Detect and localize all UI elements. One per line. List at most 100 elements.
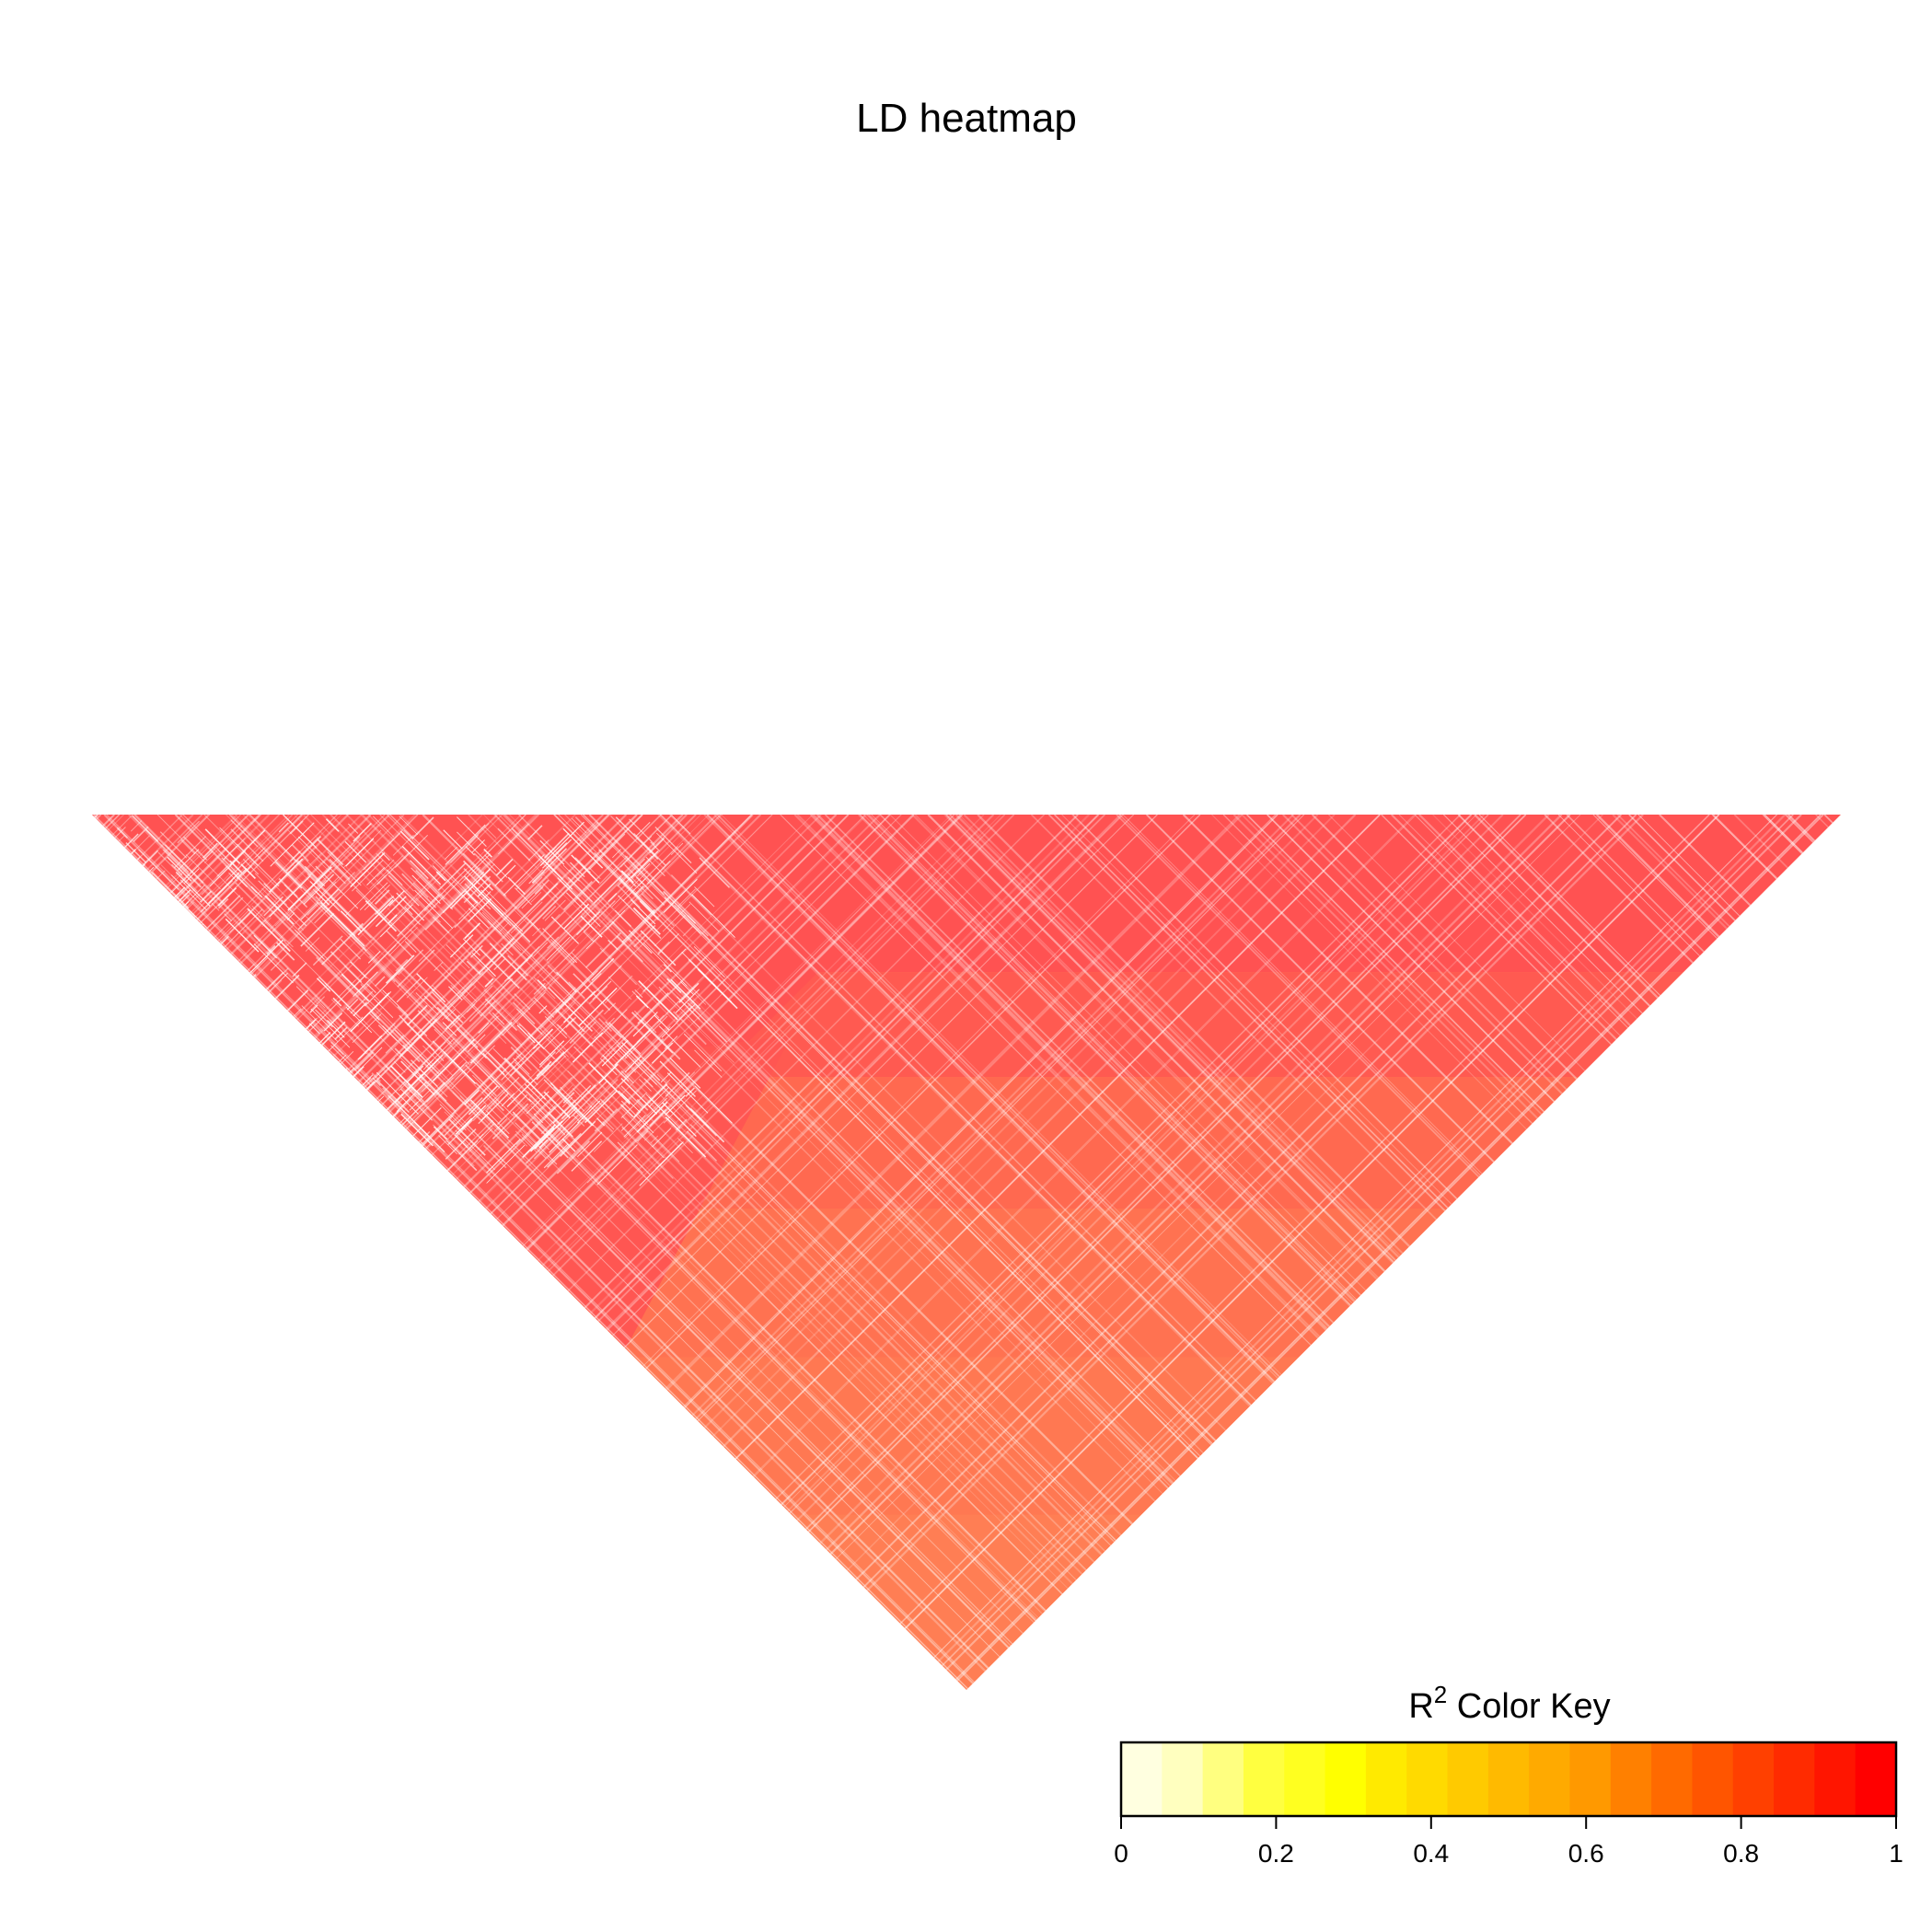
heatmap-speckle <box>678 982 700 1003</box>
heatmap-speckle <box>263 883 307 927</box>
heatmap-speckle <box>634 989 643 998</box>
heatmap-speckle <box>538 1051 556 1069</box>
heatmap-speckle <box>484 979 511 1006</box>
heatmap-speckle <box>479 948 520 989</box>
heatmap-speckle <box>555 1025 584 1055</box>
heatmap-speckle <box>694 1085 733 1124</box>
heatmap-speckle <box>327 1019 345 1038</box>
heatmap-speckle <box>607 1137 643 1174</box>
heatmap-speckle <box>376 1080 411 1114</box>
heatmap-speckle <box>142 893 179 930</box>
heatmap-speckle <box>465 897 503 935</box>
heatmap-speckle <box>323 862 346 885</box>
heatmap-speckle <box>411 1018 434 1041</box>
heatmap-speckle <box>320 1021 346 1047</box>
heatmap-speckle <box>338 979 356 998</box>
heatmap-speckle <box>580 915 603 938</box>
heatmap-grid-line <box>1823 815 1841 1690</box>
heatmap-speckle <box>314 1009 333 1028</box>
heatmap-speckle <box>445 1140 478 1172</box>
heatmap-speckle <box>300 901 319 920</box>
heatmap-grid-line <box>92 815 203 1690</box>
heatmap-speckle <box>445 824 486 865</box>
heatmap-speckle <box>673 1011 707 1046</box>
heatmap-speckle <box>515 1055 532 1071</box>
heatmap-speckle <box>414 890 454 929</box>
heatmap-speckle <box>548 987 593 1032</box>
heatmap-grid-line <box>1432 815 1841 1690</box>
heatmap-speckle <box>506 899 541 934</box>
heatmap-speckle <box>526 1091 540 1105</box>
heatmap-speckle <box>623 1037 665 1079</box>
heatmap-speckle <box>457 831 497 872</box>
heatmap-speckle <box>473 852 503 883</box>
heatmap-speckle <box>345 838 375 867</box>
heatmap-speckle <box>263 920 286 942</box>
heatmap-speckle <box>614 1029 652 1067</box>
heatmap-speckle <box>521 1127 538 1144</box>
heatmap-speckle <box>598 855 629 885</box>
heatmap-band <box>792 1514 1141 1690</box>
heatmap-speckle <box>150 900 190 941</box>
heatmap-speckle <box>650 1073 677 1100</box>
heatmap-speckle <box>310 1008 351 1048</box>
heatmap-speckle <box>455 1068 467 1081</box>
heatmap-speckle <box>542 839 573 869</box>
heatmap-speckle <box>377 1024 389 1035</box>
heatmap-speckle <box>610 816 638 843</box>
heatmap-speckle <box>276 1012 292 1028</box>
heatmap-speckle <box>353 1051 374 1071</box>
heatmap-speckle <box>666 978 682 994</box>
heatmap-speckle <box>376 852 415 892</box>
heatmap-speckle <box>216 865 228 877</box>
heatmap-speckle <box>468 908 490 929</box>
heatmap-speckle <box>364 884 390 911</box>
heatmap-speckle <box>364 899 398 932</box>
heatmap-speckle <box>620 1085 644 1109</box>
heatmap-speckle <box>188 909 207 929</box>
heatmap-speckle <box>444 1097 483 1137</box>
heatmap-speckle <box>526 918 539 931</box>
heatmap-speckle <box>571 1140 603 1172</box>
heatmap-speckle <box>648 1096 671 1119</box>
heatmap-speckle <box>418 924 457 962</box>
heatmap-speckle <box>463 875 504 916</box>
heatmap-speckle <box>624 1093 669 1139</box>
heatmap-grid-line <box>92 815 121 1690</box>
heatmap-grid-line <box>92 815 133 1690</box>
heatmap-speckle <box>565 1016 577 1028</box>
heatmap-speckle <box>434 1029 470 1066</box>
heatmap-speckle <box>346 998 359 1011</box>
heatmap-speckle <box>270 822 315 867</box>
heatmap-speckle <box>455 1117 473 1136</box>
heatmap-speckle <box>515 909 528 924</box>
heatmap-speckle <box>285 835 322 872</box>
heatmap-speckle <box>629 818 655 846</box>
heatmap-speckle <box>295 929 325 960</box>
heatmap-speckle <box>665 1094 686 1116</box>
heatmap-speckle <box>533 1113 543 1124</box>
heatmap-speckle <box>623 871 638 885</box>
color-key: R2 Color Key 0 0.2 0.4 0.6 0.8 1 <box>1114 1681 1903 1868</box>
heatmap-speckle <box>274 907 295 927</box>
heatmap-speckle <box>449 985 493 1029</box>
heatmap-speckle <box>589 833 626 871</box>
heatmap-grid-line <box>92 815 503 1690</box>
heatmap-speckle <box>527 825 543 840</box>
heatmap-speckle <box>253 943 294 984</box>
heatmap-speckle <box>217 887 237 907</box>
heatmap-speckle <box>330 897 373 939</box>
heatmap-speckle <box>637 992 669 1024</box>
heatmap-speckle <box>542 905 557 920</box>
heatmap-speckle <box>500 1070 532 1103</box>
heatmap-speckle <box>532 942 549 957</box>
heatmap-speckle <box>471 952 496 978</box>
heatmap-speckle <box>637 862 651 877</box>
heatmap-speckle <box>236 843 280 887</box>
heatmap-speckle <box>599 1098 615 1114</box>
heatmap-speckle <box>211 902 220 911</box>
heatmap-speckle <box>565 892 601 928</box>
heatmap-speckle <box>473 1015 499 1042</box>
heatmap-speckle <box>594 1035 619 1061</box>
heatmap-speckle <box>456 1028 487 1059</box>
